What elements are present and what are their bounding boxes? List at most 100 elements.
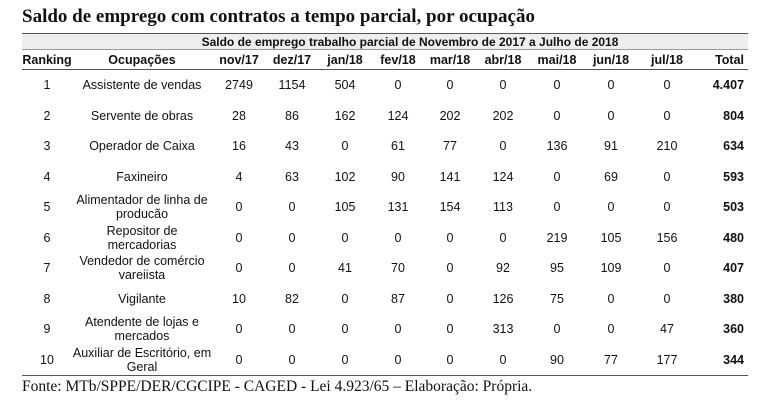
table-cell: 804: [723, 108, 745, 123]
table-cell: 210: [656, 139, 678, 154]
table-cell: 28: [232, 108, 246, 123]
table-cell: 95: [550, 261, 564, 276]
table-cell: 10: [232, 291, 246, 306]
table-cell: 0: [341, 322, 349, 337]
source-note: Fonte: MTb/SPPE/DER/CGCIPE - CAGED - Lei…: [22, 378, 533, 395]
table-cell: 109: [600, 261, 622, 276]
table-row: 10 Auxiliar de Escritório, em Geral 0 0 0 0 0 0…: [22, 344, 749, 376]
table-cell: 0: [553, 108, 561, 123]
table-cell: 0: [607, 200, 615, 215]
table-cell: 0: [235, 200, 243, 215]
column-header: abr/18: [476, 49, 530, 70]
table-cell: 0: [394, 322, 402, 337]
table-cell: 6: [43, 230, 51, 245]
column-header: jun/18: [584, 49, 638, 70]
table-cell: 69: [604, 169, 618, 184]
table-row: 6 Repositor de mercadorias 0 0 0 0 0 0 219 105 156…: [22, 223, 748, 254]
table-cell: 87: [391, 291, 405, 306]
table-cell: 162: [334, 108, 356, 123]
table-cell: 90: [530, 344, 584, 376]
table-cell: 9: [43, 322, 51, 337]
title: Saldo de emprego com contratos a tempo p…: [22, 6, 535, 27]
table-row: 5 Alimentador de linha de producão 0 0 105 13…: [22, 192, 748, 223]
table-cell: 0: [607, 78, 615, 93]
table-cell: 154: [439, 200, 461, 215]
table-cell: 0: [288, 200, 296, 215]
table-row: 1 Assistente de vendas 2749 1154 504 0 0 0 0 0 0 4.…: [22, 70, 748, 101]
table-cell: 503: [723, 200, 745, 215]
table-cell: 0: [212, 344, 266, 376]
table-cell: 360: [723, 322, 745, 337]
table-cell: 407: [723, 261, 745, 276]
table-row: 8 Vigilante 10 82 0 87 0 126 75 0 0 380: [22, 284, 748, 315]
table-cell: 0: [446, 78, 454, 93]
table-cell: 0: [499, 139, 507, 154]
table-cell: 0: [607, 322, 615, 337]
table-cell: 102: [334, 169, 356, 184]
table-cell: 0: [607, 291, 615, 306]
table-cell: 313: [492, 322, 514, 337]
table-cell: 124: [387, 108, 409, 123]
table-cell: 0: [553, 78, 561, 93]
table-cell: 0: [476, 344, 530, 376]
table-cell: 0: [424, 344, 476, 376]
table-cell: 77: [584, 344, 638, 376]
table-cell: 480: [723, 230, 745, 245]
column-header: Ranking: [22, 49, 72, 70]
table-cell: 0: [235, 230, 243, 245]
column-header: Total: [696, 49, 749, 70]
table-cell: 219: [546, 230, 568, 245]
table-cell: 86: [285, 108, 299, 123]
table-cell: 0: [372, 344, 424, 376]
table-cell: 0: [266, 344, 318, 376]
table-cell: 41: [338, 261, 352, 276]
table-cell: 126: [492, 291, 514, 306]
table-cell: 136: [546, 139, 568, 154]
table-cell: 43: [285, 139, 299, 154]
table-cell: 344: [696, 344, 749, 376]
table-cell: 63: [285, 169, 299, 184]
table-cell: 0: [607, 108, 615, 123]
table-cell: 0: [394, 78, 402, 93]
table-cell: 0: [341, 291, 349, 306]
table-cell: 0: [446, 322, 454, 337]
table-row: 2 Servente de obras 28 86 162 124 202 202 0 0 0 804: [22, 101, 748, 132]
table-cell: 47: [660, 322, 674, 337]
table-cell: 4.407: [712, 78, 745, 93]
table-cell: 0: [288, 261, 296, 276]
occupation-cell: Alimentador de linha de producão: [76, 193, 208, 222]
occupation-cell: Faxineiro: [116, 169, 168, 184]
occupation-cell: Servente de obras: [90, 108, 194, 123]
table-row: 9 Atendente de lojas e mercados 0 0 0 0 0 313 0 0…: [22, 314, 748, 345]
column-header: jan/18: [318, 49, 372, 70]
column-header: dez/17: [266, 49, 318, 70]
table-cell: 0: [394, 230, 402, 245]
column-header: jul/18: [638, 49, 696, 70]
table-cell: 91: [604, 139, 618, 154]
table-cell: 0: [499, 78, 507, 93]
table-cell: 105: [334, 200, 356, 215]
table-cell: 0: [341, 230, 349, 245]
table-cell: 131: [387, 200, 409, 215]
table-cell: 61: [391, 139, 405, 154]
table-cell: 202: [492, 108, 514, 123]
table-cell: 141: [439, 169, 461, 184]
table-cell: 202: [439, 108, 461, 123]
table-caption: Saldo de emprego trabalho parcial de Nov…: [72, 33, 749, 50]
table-cell: 82: [285, 291, 299, 306]
table-cell: 0: [553, 200, 561, 215]
table-cell: 593: [723, 169, 745, 184]
table-cell: 4: [235, 169, 243, 184]
table-cell: 105: [600, 230, 622, 245]
table-cell: 0: [553, 322, 561, 337]
table-cell: 3: [43, 139, 51, 154]
table-cell: 4: [43, 169, 51, 184]
table-cell: 504: [334, 78, 356, 93]
table-cell: 0: [235, 322, 243, 337]
table-cell: 0: [288, 322, 296, 337]
occupation-cell: Auxiliar de Escritório, em Geral: [72, 344, 212, 376]
table: Saldo de emprego trabalho parcial de Nov…: [22, 33, 749, 376]
occupation-cell: Vigilante: [118, 291, 166, 306]
table-row: 7 Vendedor de comércio vareiista 0 0 41 70 0 92…: [22, 253, 748, 284]
table-cell: 0: [341, 139, 349, 154]
